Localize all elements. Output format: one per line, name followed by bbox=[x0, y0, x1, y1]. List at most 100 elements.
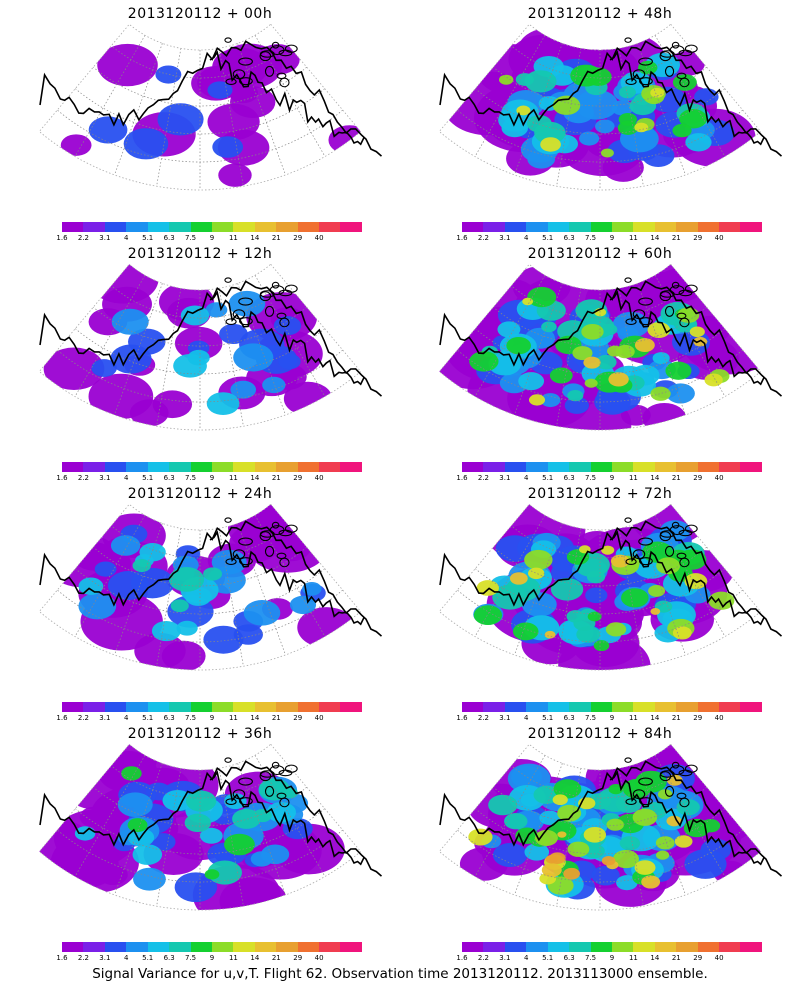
colorbar-tick-label: 5.1 bbox=[542, 234, 554, 242]
colorbar-tick-label: 5.1 bbox=[542, 714, 554, 722]
colorbar-swatch bbox=[83, 702, 105, 712]
figure-caption: Signal Variance for u,v,T. Flight 62. Ob… bbox=[92, 966, 708, 982]
colorbar-tick-label: 11 bbox=[228, 714, 238, 722]
forecast-panel: 2013120112 + 36h 1.6 2.2 3.1 4 5.1 6.3 7.5 9 11 14… bbox=[0, 720, 400, 962]
colorbar-tick-label: 40 bbox=[714, 714, 724, 722]
colorbar bbox=[62, 222, 362, 232]
colorbar-swatch bbox=[676, 942, 698, 952]
colorbar-tick-label: 1.6 bbox=[56, 234, 68, 242]
colorbar-swatch bbox=[547, 702, 570, 712]
colorbar-tick-label: 2.2 bbox=[477, 714, 489, 722]
colorbar-tick-label: 7.5 bbox=[584, 234, 597, 242]
colorbar-swatch bbox=[676, 222, 698, 232]
colorbar-swatch bbox=[654, 942, 677, 952]
colorbar-swatch bbox=[526, 462, 548, 472]
panel-title: 2013120112 + 84h bbox=[527, 726, 673, 742]
panel-title: 2013120112 + 36h bbox=[127, 726, 273, 742]
colorbar-swatch bbox=[611, 222, 634, 232]
colorbar-tick-label: 6.3 bbox=[563, 474, 575, 482]
colorbar-tick-label: 5.1 bbox=[542, 474, 554, 482]
colorbar-swatch bbox=[104, 462, 127, 472]
colorbar-tick-label: 4 bbox=[524, 234, 529, 242]
colorbar-swatch bbox=[276, 942, 298, 952]
colorbar-swatch bbox=[211, 462, 234, 472]
colorbar-swatch bbox=[126, 462, 148, 472]
colorbar-ticks: 1.6 2.2 3.1 4 5.1 6.3 7.5 9 11 14 21 29 40 bbox=[56, 474, 362, 484]
colorbar-tick-label: 6.3 bbox=[563, 954, 575, 962]
colorbar-swatch bbox=[233, 942, 255, 952]
polar-map bbox=[38, 23, 383, 191]
colorbar-swatch bbox=[462, 462, 484, 472]
colorbar-ticks: 1.6 2.2 3.1 4 5.1 6.3 7.5 9 11 14 21 29 40 bbox=[56, 234, 362, 244]
colorbar-swatch bbox=[340, 702, 362, 712]
colorbar-ticks: 1.6 2.2 3.1 4 5.1 6.3 7.5 9 11 14 21 29 40 bbox=[56, 954, 362, 964]
colorbar-swatch bbox=[526, 222, 548, 232]
colorbar-swatch bbox=[483, 942, 505, 952]
colorbar-tick-label: 7.5 bbox=[184, 234, 197, 242]
colorbar-swatch bbox=[254, 942, 277, 952]
colorbar-tick-label: 1.6 bbox=[456, 714, 468, 722]
colorbar-tick-label: 4 bbox=[124, 954, 129, 962]
colorbar-tick-label: 14 bbox=[250, 714, 260, 722]
colorbar-swatch bbox=[297, 462, 320, 472]
polar-map bbox=[38, 503, 383, 671]
colorbar bbox=[62, 702, 362, 712]
colorbar-swatch bbox=[697, 462, 720, 472]
colorbar-tick-label: 3.1 bbox=[99, 474, 111, 482]
colorbar-swatch bbox=[676, 462, 698, 472]
colorbar-tick-label: 29 bbox=[693, 954, 703, 962]
forecast-panel: 2013120112 + 60h 1.6 2.2 3.1 4 5.1 6.3 7.5 9 11 14… bbox=[400, 240, 800, 482]
forecast-panel: 2013120112 + 24h 1.6 2.2 3.1 4 5.1 6.3 7.5 9 11 14… bbox=[0, 480, 400, 722]
colorbar-ticks: 1.6 2.2 3.1 4 5.1 6.3 7.5 9 11 14 21 29 40 bbox=[456, 714, 762, 724]
colorbar-tick-label: 21 bbox=[671, 234, 681, 242]
colorbar-swatch bbox=[740, 222, 762, 232]
forecast-panel: 2013120112 + 84h 1.6 2.2 3.1 4 5.1 6.3 7.5 9 11 14… bbox=[400, 720, 800, 962]
colorbar-tick-label: 14 bbox=[650, 714, 660, 722]
colorbar-swatch bbox=[190, 942, 212, 952]
colorbar-swatch bbox=[462, 942, 484, 952]
colorbar-tick-label: 7.5 bbox=[184, 954, 197, 962]
variance-shading bbox=[473, 504, 735, 671]
colorbar-swatch bbox=[147, 942, 170, 952]
colorbar-swatch bbox=[276, 462, 298, 472]
panel-title: 2013120112 + 24h bbox=[127, 486, 273, 502]
colorbar bbox=[462, 702, 762, 712]
coastline bbox=[39, 277, 383, 397]
colorbar-tick-label: 9 bbox=[209, 234, 215, 242]
colorbar-swatch bbox=[654, 222, 677, 232]
coastline bbox=[439, 757, 783, 877]
colorbar-swatch bbox=[147, 462, 170, 472]
colorbar-tick-label: 3.1 bbox=[99, 954, 111, 962]
colorbar-tick-label: 29 bbox=[293, 954, 303, 962]
colorbar-tick-label: 14 bbox=[650, 234, 660, 242]
colorbar-swatch bbox=[62, 222, 84, 232]
colorbar-tick-label: 6.3 bbox=[163, 234, 175, 242]
variance-shading bbox=[44, 504, 356, 671]
colorbar-swatch bbox=[254, 222, 277, 232]
colorbar-swatch bbox=[569, 702, 591, 712]
colorbar-tick-label: 5.1 bbox=[142, 474, 154, 482]
colorbar-ticks: 1.6 2.2 3.1 4 5.1 6.3 7.5 9 11 14 21 29 40 bbox=[456, 474, 762, 484]
colorbar-tick-label: 14 bbox=[250, 234, 260, 242]
colorbar-swatch bbox=[526, 942, 548, 952]
colorbar-swatch bbox=[62, 702, 84, 712]
colorbar-swatch bbox=[147, 222, 170, 232]
colorbar-tick-label: 7.5 bbox=[184, 714, 197, 722]
colorbar-tick-label: 6.3 bbox=[163, 714, 175, 722]
colorbar-swatch bbox=[169, 222, 191, 232]
colorbar-swatch bbox=[569, 942, 591, 952]
colorbar-swatch bbox=[633, 222, 655, 232]
colorbar-tick-label: 14 bbox=[650, 474, 660, 482]
colorbar-swatch bbox=[169, 702, 191, 712]
polar-map bbox=[438, 503, 783, 671]
colorbar-swatch bbox=[104, 942, 127, 952]
colorbar-swatch bbox=[126, 702, 148, 712]
colorbar-tick-label: 1.6 bbox=[56, 714, 68, 722]
colorbar-swatch bbox=[83, 942, 105, 952]
colorbar-swatch bbox=[83, 222, 105, 232]
colorbar-tick-label: 29 bbox=[693, 714, 703, 722]
colorbar-tick-label: 3.1 bbox=[99, 714, 111, 722]
colorbar-tick-label: 6.3 bbox=[563, 714, 575, 722]
colorbar-swatch bbox=[319, 222, 341, 232]
colorbar-tick-label: 4 bbox=[124, 234, 129, 242]
